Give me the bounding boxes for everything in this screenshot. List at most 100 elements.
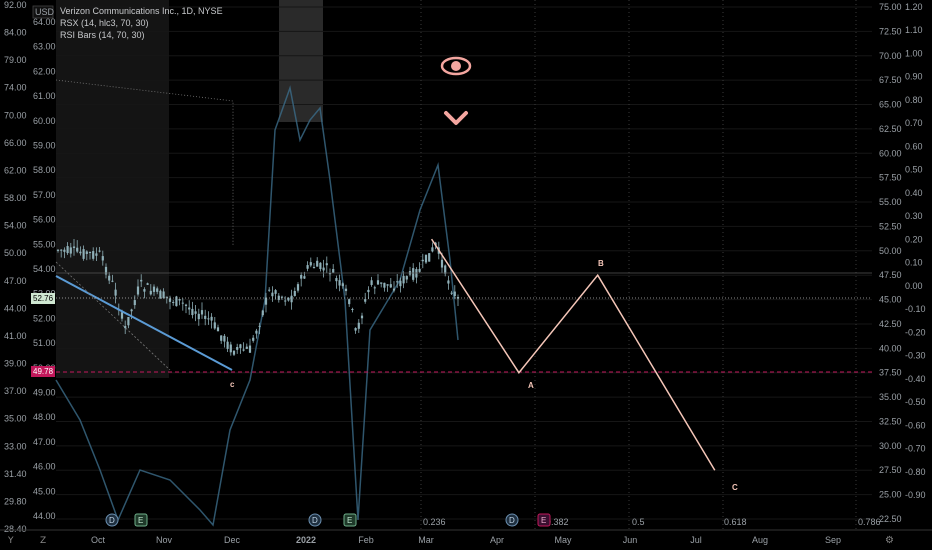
currency-box[interactable]	[32, 5, 54, 19]
candle	[383, 282, 386, 292]
earnings-marker[interactable]	[537, 513, 551, 527]
y-tick-label: -0.70	[905, 444, 926, 454]
candle	[184, 303, 188, 314]
chevron-down-icon[interactable]	[444, 111, 468, 125]
candle	[287, 297, 290, 302]
y-tick-label: 35.00	[4, 414, 27, 424]
x-tick-label: Apr	[490, 535, 504, 545]
y-tick-label: 56.00	[33, 215, 56, 225]
fib-label: 0.5	[632, 517, 645, 527]
auto-scale-icon[interactable]: Y	[7, 536, 14, 546]
candle	[92, 247, 95, 261]
candle	[181, 298, 184, 311]
dividend-marker[interactable]	[505, 513, 519, 527]
candle	[104, 263, 108, 279]
y-tick-label: 28.40	[4, 524, 27, 534]
legend-indicator-1: RSX (14, hlc3, 70, 30)	[60, 18, 149, 28]
candle	[88, 251, 92, 260]
candle	[229, 341, 232, 356]
currency-label: USD	[35, 7, 55, 17]
candle	[239, 343, 242, 354]
level-badge	[31, 366, 55, 377]
candle	[344, 284, 348, 296]
candle	[261, 309, 264, 317]
y-tick-label: -0.80	[905, 467, 926, 477]
candle	[242, 342, 245, 352]
y-tick-label: 55.00	[33, 239, 56, 249]
candle	[124, 320, 127, 335]
candle	[204, 309, 207, 326]
current-price-badge-text: 52.76	[33, 294, 54, 303]
candle	[319, 262, 322, 272]
y-tick-label: 33.00	[4, 441, 27, 451]
candle	[284, 296, 287, 306]
candle	[95, 247, 98, 262]
y-tick-label: 37.00	[4, 386, 27, 396]
zoom-icon[interactable]: Z	[40, 536, 46, 546]
candle	[82, 245, 85, 261]
y-tick-label: 70.00	[879, 51, 902, 61]
candle	[309, 257, 312, 268]
y-tick-label: 60.00	[879, 148, 902, 158]
y-tick-label: 0.80	[905, 95, 923, 105]
x-tick-label: Jul	[690, 535, 702, 545]
candle	[354, 327, 357, 334]
candle	[252, 334, 255, 343]
y-tick-label: 67.50	[879, 75, 902, 85]
eye-icon[interactable]	[440, 56, 472, 76]
candle	[421, 253, 424, 269]
y-tick-label: 47.00	[33, 437, 56, 447]
y-tick-label: 57.00	[33, 190, 56, 200]
fib-label: 0.236	[423, 517, 446, 527]
gear-icon[interactable]: ⚙	[885, 535, 894, 546]
x-tick-label: May	[554, 535, 572, 545]
candle	[380, 282, 383, 288]
y-tick-label: 0.30	[905, 211, 923, 221]
candle	[220, 335, 223, 344]
y-tick-label: -0.60	[905, 420, 926, 430]
y-tick-label: 55.00	[879, 197, 902, 207]
candle	[412, 263, 415, 282]
candle	[226, 336, 229, 353]
horizontal-grid	[56, 6, 872, 520]
candle	[175, 295, 178, 307]
candle	[370, 276, 373, 287]
shaded-region	[56, 0, 169, 378]
candle	[264, 292, 268, 313]
candle	[156, 286, 159, 295]
earnings-marker[interactable]	[134, 513, 148, 527]
candle	[258, 322, 261, 335]
candle	[312, 263, 316, 269]
dividend-marker[interactable]	[105, 513, 119, 527]
y-tick-label: 27.50	[879, 465, 902, 475]
y-tick-label: 0.20	[905, 234, 923, 244]
candle	[444, 264, 447, 277]
candle	[162, 288, 165, 299]
candle	[63, 247, 66, 259]
candle	[399, 277, 402, 293]
candle	[357, 319, 360, 333]
candle	[210, 313, 213, 329]
y-tick-label: -0.10	[905, 304, 926, 314]
y-tick-label: 50.00	[879, 246, 902, 256]
y-axis-right-price: 75.00 72.50 70.00 67.50 65.00 62.50 60.00 57.50…	[879, 2, 902, 524]
candle	[136, 279, 140, 297]
dividend-marker[interactable]	[308, 513, 322, 527]
earnings-marker[interactable]	[343, 513, 357, 527]
y-tick-label: 70.00	[4, 110, 27, 120]
y-tick-label: 66.00	[4, 138, 27, 148]
candle	[76, 240, 79, 254]
candle	[389, 278, 392, 289]
candle	[149, 284, 152, 296]
candle	[79, 246, 82, 256]
legend-indicator-2: RSI Bars (14, 70, 30)	[60, 30, 145, 40]
current-price-badge	[31, 293, 55, 304]
x-tick-label: Oct	[91, 535, 106, 545]
candle	[447, 275, 450, 290]
candle	[108, 272, 111, 285]
y-tick-label: 39.00	[4, 359, 27, 369]
x-tick-label: Sep	[825, 535, 841, 545]
y-tick-label: 92.00	[4, 0, 27, 10]
candle	[322, 259, 325, 278]
